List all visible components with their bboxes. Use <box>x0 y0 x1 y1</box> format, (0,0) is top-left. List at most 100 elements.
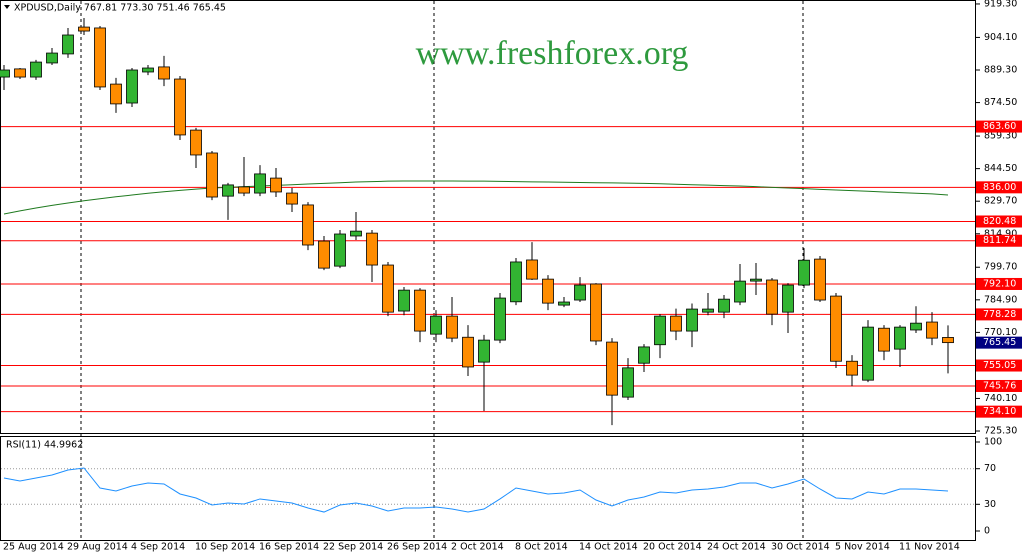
candle-body <box>286 192 298 205</box>
rsi-title: RSI(11) 44.9962 <box>6 440 83 451</box>
candle-body <box>606 341 618 396</box>
level-label-box <box>976 234 1022 247</box>
candle-body <box>686 308 698 332</box>
candle-body <box>718 298 730 313</box>
x-tick-label: 11 Nov 2014 <box>899 542 960 553</box>
candle-body <box>14 68 26 78</box>
candle-body <box>110 83 122 105</box>
level-label: 745.76 <box>983 380 1016 391</box>
candle-body <box>158 66 170 80</box>
candle-body <box>702 308 714 313</box>
y-tick-label: 725.30 <box>984 426 1017 437</box>
candle-body <box>78 26 90 32</box>
y-tick-label: 919.30 <box>984 0 1017 9</box>
candle-body <box>334 233 346 267</box>
candle-body <box>558 301 570 306</box>
level-label: 863.60 <box>983 121 1016 132</box>
candle-body <box>398 289 410 312</box>
rsi-tick-label: 100 <box>984 437 1002 448</box>
rsi-tick-label: 0 <box>984 526 990 537</box>
candle-body <box>318 240 330 269</box>
x-tick-label: 10 Sep 2014 <box>195 542 255 553</box>
y-tick-label: 829.70 <box>984 196 1017 207</box>
x-tick-label: 14 Oct 2014 <box>579 542 638 553</box>
x-tick-label: 16 Sep 2014 <box>259 542 319 553</box>
rsi-line <box>3 467 949 513</box>
x-tick-label: 26 Sep 2014 <box>387 542 447 553</box>
rsi-panel <box>0 436 976 541</box>
candle-body <box>734 280 746 303</box>
candle-body <box>622 367 634 398</box>
y-tick-label: 770.10 <box>984 327 1017 338</box>
level-label: 836.00 <box>983 182 1016 193</box>
level-label-box <box>976 308 1022 321</box>
candle-body <box>174 78 186 136</box>
candle-body <box>382 264 394 313</box>
candle-body <box>206 152 218 198</box>
x-tick-label: 24 Oct 2014 <box>707 542 766 553</box>
y-tick-label: 799.70 <box>984 262 1017 273</box>
level-label-box <box>976 120 1022 133</box>
candle-body <box>350 230 362 237</box>
level-label: 820.48 <box>983 216 1016 227</box>
candle-body <box>254 173 266 194</box>
y-tick-label: 904.10 <box>984 32 1017 43</box>
candle-body <box>190 129 202 156</box>
chart-header: XPDUSD,Daily 767.81 773.30 751.46 765.45 <box>14 3 226 14</box>
candle-body <box>766 279 778 315</box>
candle-body <box>478 339 490 363</box>
level-label-box <box>976 359 1022 372</box>
level-label-box <box>976 277 1022 290</box>
candle-body <box>446 315 458 339</box>
candle-body <box>302 204 314 246</box>
x-tick-label: 25 Aug 2014 <box>3 542 64 553</box>
x-tick-label: 4 Sep 2014 <box>131 542 185 553</box>
level-label: 778.28 <box>983 309 1016 320</box>
y-tick-label: 844.50 <box>984 163 1017 174</box>
level-label-box <box>976 379 1022 392</box>
level-label: 755.05 <box>983 360 1016 371</box>
candle-body <box>366 232 378 266</box>
candle-body <box>462 336 474 368</box>
candle-body <box>542 278 554 304</box>
candle-body <box>926 321 938 339</box>
candle-body <box>798 259 810 286</box>
candle-body <box>94 27 106 88</box>
candle-body <box>0 69 10 78</box>
candle-body <box>30 61 42 78</box>
candle-body <box>46 52 58 64</box>
watermark: www.freshforex.org <box>416 35 689 72</box>
candle-body <box>590 283 602 342</box>
y-tick-label: 814.90 <box>984 228 1017 239</box>
x-tick-label: 20 Oct 2014 <box>643 542 702 553</box>
level-label: 792.10 <box>983 278 1016 289</box>
y-tick-label: 859.30 <box>984 131 1017 142</box>
candle-body <box>654 315 666 346</box>
rsi-tick-label: 70 <box>984 463 996 474</box>
candle-body <box>414 289 426 332</box>
candle-body <box>62 34 74 55</box>
candle-body <box>126 69 138 104</box>
level-label: 734.10 <box>983 406 1016 417</box>
x-tick-label: 29 Aug 2014 <box>67 542 128 553</box>
candle-body <box>494 297 506 341</box>
candle-body <box>238 186 250 194</box>
candle-body <box>670 315 682 332</box>
candle-body <box>750 278 762 282</box>
candle-body <box>430 315 442 335</box>
y-tick-label: 740.10 <box>984 393 1017 404</box>
menu-arrow <box>4 5 10 9</box>
candle-body <box>526 259 538 280</box>
x-tick-label: 30 Oct 2014 <box>771 542 830 553</box>
candle-body <box>510 261 522 303</box>
rsi-tick-label: 30 <box>984 499 996 510</box>
candle-body <box>782 284 794 313</box>
candle-body <box>270 177 282 193</box>
y-tick-label: 784.90 <box>984 294 1017 305</box>
candle-body <box>574 284 586 301</box>
x-tick-label: 2 Oct 2014 <box>451 542 504 553</box>
moving-average <box>3 180 949 215</box>
price-label: 765.45 <box>983 337 1016 348</box>
candle-body <box>638 346 650 364</box>
